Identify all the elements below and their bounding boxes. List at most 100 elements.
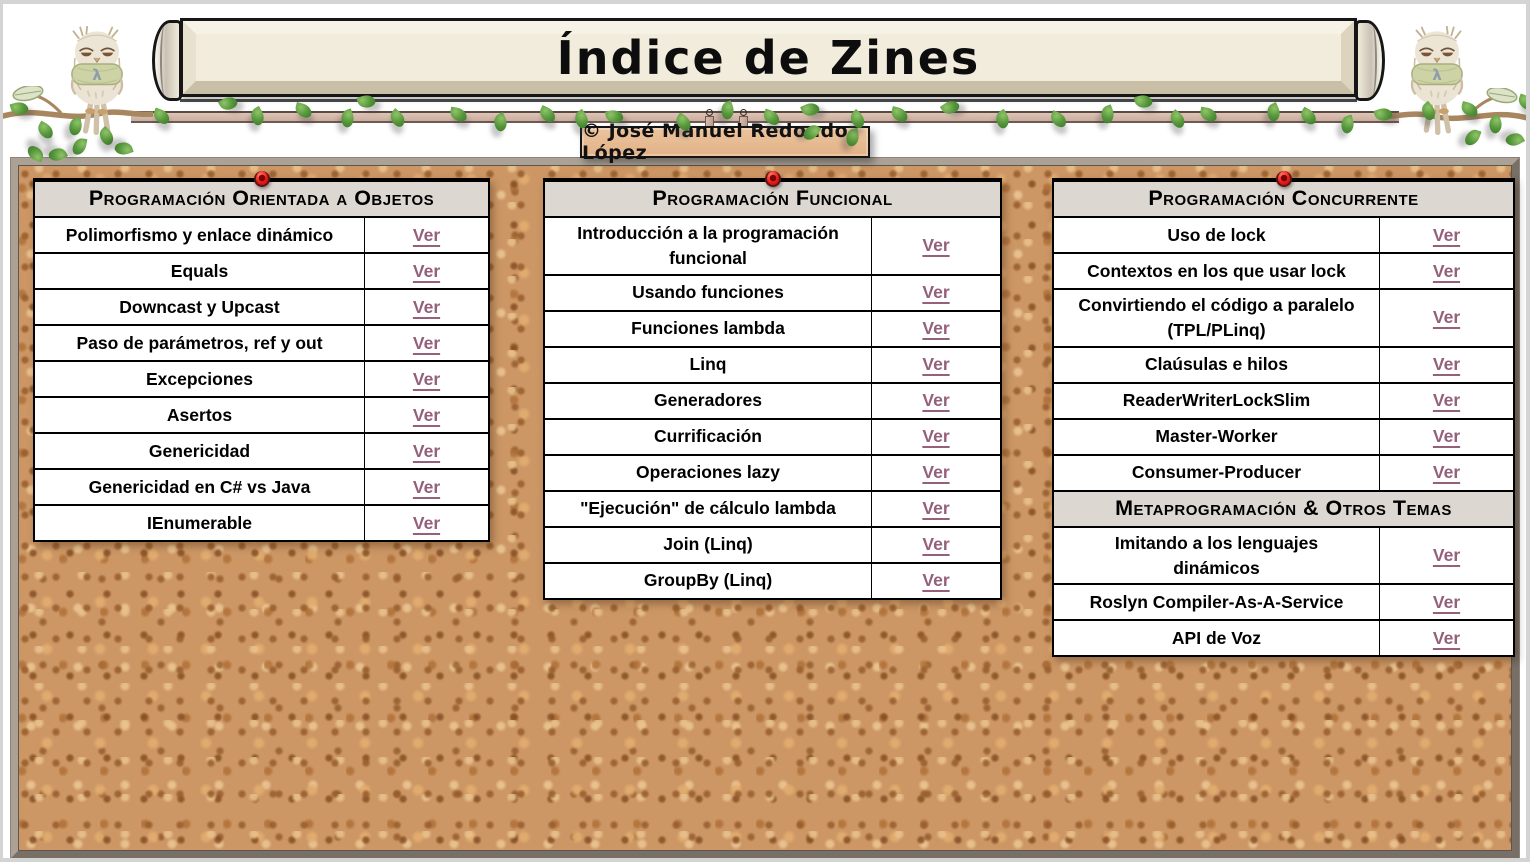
table-row: Downcast y Upcast Ver xyxy=(35,288,488,324)
table-row: Claúsulas e hilos Ver xyxy=(1054,345,1513,382)
table-row: Linq Ver xyxy=(545,345,1000,382)
table-row: Operaciones lazy Ver xyxy=(545,453,1000,490)
table-funcional: Programación Funcional Introducción a la … xyxy=(543,171,1002,600)
table-row: Master-Worker Ver xyxy=(1054,417,1513,454)
ver-link[interactable]: Ver xyxy=(412,224,441,245)
ver-link[interactable]: Ver xyxy=(922,235,950,256)
zine-title: Paso de parámetros, ref y out xyxy=(35,326,365,360)
zine-title: Imitando a los lenguajes dinámicos xyxy=(1054,527,1380,584)
ver-link[interactable]: Ver xyxy=(922,426,950,447)
zine-title: Excepciones xyxy=(35,362,365,396)
ver-link[interactable]: Ver xyxy=(922,534,950,555)
ver-link[interactable]: Ver xyxy=(1432,354,1461,375)
ver-link[interactable]: Ver xyxy=(412,296,441,317)
zine-title: Linq xyxy=(545,347,872,382)
pin-icon xyxy=(764,171,781,187)
ver-cell: Ver xyxy=(365,434,488,468)
ver-link[interactable]: Ver xyxy=(412,512,441,533)
ver-link[interactable]: Ver xyxy=(922,354,950,375)
owl-left-icon: λ xyxy=(70,26,124,136)
table-poo: Programación Orientada a Objetos Polimorf… xyxy=(33,171,490,542)
ver-link[interactable]: Ver xyxy=(1432,224,1461,245)
zine-title: Join (Linq) xyxy=(545,527,872,562)
pin-icon xyxy=(253,171,270,187)
table-row: Imitando a los lenguajes dinámicos Ver xyxy=(1054,525,1513,584)
plaque-end-left xyxy=(152,20,182,101)
table-row: Asertos Ver xyxy=(35,396,488,432)
branch-left-icon xyxy=(3,86,153,120)
ver-link[interactable]: Ver xyxy=(412,404,441,425)
zine-title: API de Voz xyxy=(1054,621,1380,656)
table-row: Funciones lambda Ver xyxy=(545,309,1000,346)
ver-cell: Ver xyxy=(872,312,1000,346)
table-row: Uso de lock Ver xyxy=(1054,216,1513,252)
table-row: API de Voz Ver xyxy=(1054,619,1513,656)
ver-link[interactable]: Ver xyxy=(412,368,441,389)
zine-title: Currificación xyxy=(545,419,872,454)
ver-link[interactable]: Ver xyxy=(1432,390,1461,411)
ver-link[interactable]: Ver xyxy=(922,318,950,339)
ver-cell: Ver xyxy=(872,218,1000,274)
table-row: Consumer-Producer Ver xyxy=(1054,453,1513,490)
ver-link[interactable]: Ver xyxy=(1432,426,1461,447)
ver-link[interactable]: Ver xyxy=(922,462,950,483)
table-row: Genericidad en C# vs Java Ver xyxy=(35,468,488,504)
ver-link[interactable]: Ver xyxy=(922,282,950,303)
zine-title: Claúsulas e hilos xyxy=(1054,347,1380,382)
table-row: Paso de parámetros, ref y out Ver xyxy=(35,324,488,360)
zine-title: Usando funciones xyxy=(545,275,872,310)
plaque-rail xyxy=(180,99,1357,102)
table-row: Currificación Ver xyxy=(545,417,1000,454)
ver-cell: Ver xyxy=(1380,621,1513,655)
ver-cell: Ver xyxy=(365,470,488,504)
ver-link[interactable]: Ver xyxy=(1432,591,1461,612)
zine-title: Genericidad xyxy=(35,434,365,468)
table-section-header: Programación Concurrente xyxy=(1054,180,1513,216)
zine-title: Master-Worker xyxy=(1054,419,1380,454)
zine-title: Convirtiendo el código a paralelo (TPL/P… xyxy=(1054,290,1380,346)
ver-link[interactable]: Ver xyxy=(1432,260,1461,281)
zine-title: "Ejecución" de cálculo lambda xyxy=(545,491,872,526)
table-row: Genericidad Ver xyxy=(35,432,488,468)
zine-title: ReaderWriterLockSlim xyxy=(1054,383,1380,418)
ver-cell: Ver xyxy=(365,218,488,252)
ver-cell: Ver xyxy=(1380,348,1513,382)
table-row: Equals Ver xyxy=(35,252,488,288)
zine-title: Uso de lock xyxy=(1054,218,1380,252)
copyright-sign: © José Manuel Redondo López xyxy=(580,120,870,164)
zine-title: Downcast y Upcast xyxy=(35,290,365,324)
ver-cell: Ver xyxy=(872,492,1000,526)
ver-link[interactable]: Ver xyxy=(1432,462,1461,483)
ver-cell: Ver xyxy=(872,420,1000,454)
ver-link[interactable]: Ver xyxy=(412,332,441,353)
zine-title: Roslyn Compiler-As-A-Service xyxy=(1054,585,1380,620)
plaque-end-right xyxy=(1355,20,1385,101)
zine-title: Asertos xyxy=(35,398,365,432)
ver-link[interactable]: Ver xyxy=(412,440,441,461)
zine-title: Introducción a la programación funcional xyxy=(545,218,872,274)
zine-title: Equals xyxy=(35,254,365,288)
zine-title: Polimorfismo y enlace dinámico xyxy=(35,218,365,252)
ver-link[interactable]: Ver xyxy=(1432,307,1461,328)
table-concurrente: Programación Concurrente Uso de lock Ver Co… xyxy=(1052,171,1515,658)
ver-link[interactable]: Ver xyxy=(922,498,950,519)
table-row: IEnumerable Ver xyxy=(35,504,488,540)
ver-link[interactable]: Ver xyxy=(412,476,441,497)
ver-cell: Ver xyxy=(365,290,488,324)
ver-cell: Ver xyxy=(1380,456,1513,490)
table-row: Roslyn Compiler-As-A-Service Ver xyxy=(1054,583,1513,620)
zine-title: Consumer-Producer xyxy=(1054,455,1380,490)
plaque-bevel xyxy=(183,21,1354,94)
ver-link[interactable]: Ver xyxy=(922,390,950,411)
ver-cell: Ver xyxy=(1380,528,1513,584)
ver-link[interactable]: Ver xyxy=(1432,545,1461,566)
zine-title: Genericidad en C# vs Java xyxy=(35,470,365,504)
page-title: Índice de Zines xyxy=(556,30,981,85)
table-row: Introducción a la programación funcional… xyxy=(545,216,1000,274)
ver-cell: Ver xyxy=(1380,384,1513,418)
ver-link[interactable]: Ver xyxy=(1432,627,1461,648)
ver-link[interactable]: Ver xyxy=(412,260,441,281)
ver-link[interactable]: Ver xyxy=(922,570,950,591)
zine-title: Contextos en los que usar lock xyxy=(1054,254,1380,288)
sign-hook-right-icon xyxy=(740,109,747,116)
